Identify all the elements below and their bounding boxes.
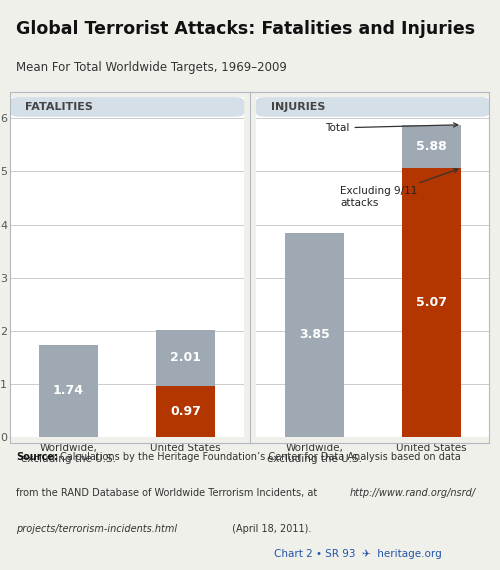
Bar: [40, 345, 98, 437]
Text: Excluding 9/11
attacks: Excluding 9/11 attacks: [340, 169, 458, 208]
Text: Chart 2 • SR 93  ✈  heritage.org: Chart 2 • SR 93 ✈ heritage.org: [274, 549, 442, 559]
Text: 0.97: 0.97: [170, 405, 201, 418]
Text: Calculations by the Heritage Foundation’s Center for Data Analysis based on data: Calculations by the Heritage Foundation’…: [60, 453, 460, 462]
Text: Total: Total: [325, 123, 458, 133]
Text: from the RAND Database of Worldwide Terrorism Incidents, at: from the RAND Database of Worldwide Terr…: [16, 488, 317, 498]
FancyBboxPatch shape: [10, 97, 244, 117]
Text: Mean For Total Worldwide Targets, 1969–2009: Mean For Total Worldwide Targets, 1969–2…: [16, 61, 286, 74]
Text: Source:: Source:: [16, 453, 58, 462]
Bar: [156, 331, 215, 437]
Text: INJURIES: INJURIES: [271, 102, 326, 112]
Bar: [156, 385, 215, 437]
Text: 5.88: 5.88: [416, 140, 447, 153]
Text: Global Terrorist Attacks: Fatalities and Injuries: Global Terrorist Attacks: Fatalities and…: [16, 20, 475, 38]
Text: 5.07: 5.07: [416, 296, 447, 309]
FancyBboxPatch shape: [256, 97, 490, 117]
Bar: [402, 125, 460, 437]
Text: http://www.rand.org/nsrd/: http://www.rand.org/nsrd/: [350, 488, 476, 498]
Bar: [402, 168, 460, 437]
Text: projects/terrorism-incidents.html: projects/terrorism-incidents.html: [16, 524, 177, 534]
Text: 2.01: 2.01: [170, 352, 201, 364]
Text: FATALITIES: FATALITIES: [25, 102, 93, 112]
Text: 1.74: 1.74: [53, 384, 84, 397]
Bar: [285, 233, 344, 437]
Text: 3.85: 3.85: [299, 328, 330, 341]
Text: (April 18, 2011).: (April 18, 2011).: [230, 524, 312, 534]
